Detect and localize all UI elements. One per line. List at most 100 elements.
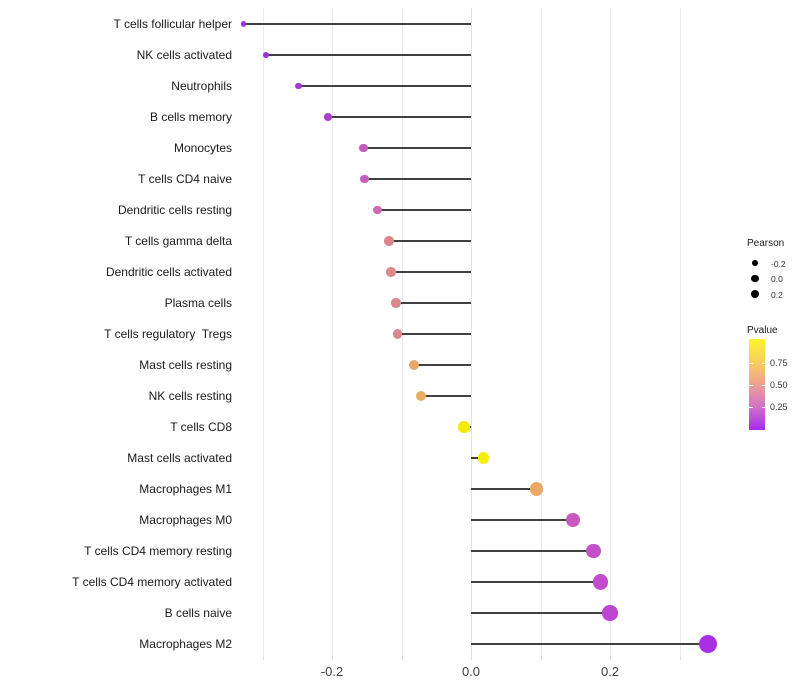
y-axis-label: NK cells activated <box>136 48 232 62</box>
data-point <box>602 605 618 621</box>
y-axis-label: B cells naive <box>164 606 232 620</box>
axis-tick <box>332 656 333 660</box>
data-point <box>386 267 396 277</box>
y-axis-label: Mast cells activated <box>127 451 232 465</box>
gridline <box>679 8 681 656</box>
size-legend-dot <box>752 260 758 266</box>
lollipop-stem <box>363 147 471 149</box>
lollipop-stem <box>377 209 471 211</box>
axis-tick <box>471 656 472 660</box>
size-legend-label: 0.2 <box>771 289 783 300</box>
x-axis-tick-label: -0.2 <box>320 664 344 679</box>
lollipop-stem <box>364 178 471 180</box>
data-point <box>241 21 247 27</box>
y-axis-label: T cells CD8 <box>170 420 232 434</box>
y-axis-label: Dendritic cells resting <box>117 203 232 217</box>
y-axis-label: T cells regulatory Tregs <box>104 327 232 341</box>
lollipop-stem <box>420 395 471 397</box>
lollipop-stem <box>471 581 601 583</box>
gridline <box>332 8 333 656</box>
lollipop-stem <box>414 364 471 366</box>
pvalue-colorbar <box>749 339 765 430</box>
colorbar-tick <box>749 362 753 364</box>
lollipop-stem <box>388 240 471 242</box>
y-axis-label: T cells CD4 memory resting <box>84 544 232 558</box>
y-axis-label: T cells CD4 memory activated <box>72 575 232 589</box>
gridline <box>540 8 542 656</box>
axis-tick <box>262 656 264 660</box>
x-axis-tick-label: 0.0 <box>461 664 481 679</box>
colorbar-tick-label: 0.75 <box>770 357 788 368</box>
y-axis-label: T cells follicular helper <box>113 17 233 31</box>
colorbar-tick-label: 0.50 <box>770 380 788 390</box>
lollipop-stem <box>471 550 594 552</box>
data-point <box>384 236 394 246</box>
colorbar-tick <box>761 362 765 364</box>
lollipop-stem <box>471 488 537 490</box>
axis-tick <box>540 656 542 660</box>
axis-tick <box>401 656 403 660</box>
colorbar-tick <box>749 385 753 386</box>
data-point <box>409 360 419 370</box>
lollipop-stem <box>471 519 574 521</box>
size-legend-title: Pearson <box>747 238 785 249</box>
data-point <box>360 174 369 184</box>
gridline <box>262 8 264 656</box>
axis-tick <box>610 656 611 660</box>
zero-gridline <box>471 8 472 656</box>
y-axis-label: Macrophages M2 <box>139 637 232 651</box>
colorbar-tick-label: 0.25 <box>770 402 788 413</box>
data-point <box>263 52 269 58</box>
y-axis-label: Monocytes <box>173 141 232 155</box>
data-point <box>593 574 609 590</box>
lollipop-stem <box>471 643 708 645</box>
colorbar-tick <box>749 407 753 409</box>
data-point <box>529 482 543 496</box>
y-axis-label: T cells CD4 naive <box>138 172 232 186</box>
gridline <box>401 8 403 656</box>
y-axis-label: B cells memory <box>149 110 232 124</box>
data-point <box>324 113 332 121</box>
data-point <box>358 143 368 153</box>
y-axis-label: Macrophages M0 <box>139 513 232 527</box>
colorbar-tick <box>761 385 765 386</box>
data-point <box>566 512 581 528</box>
data-point <box>391 298 401 308</box>
y-axis-label: Mast cells resting <box>139 358 232 372</box>
y-axis-label: T cells gamma delta <box>124 234 232 248</box>
size-legend-dot <box>751 274 759 283</box>
lollipop-stem <box>298 85 471 87</box>
lollipop-stem <box>395 302 471 304</box>
y-axis-label: Dendritic cells activated <box>105 265 232 279</box>
lollipop-stem <box>391 271 471 273</box>
data-point <box>477 452 490 464</box>
data-point <box>458 421 470 433</box>
lollipop-stem <box>327 116 471 118</box>
size-legend-label: -0.2 <box>771 258 786 269</box>
size-legend-label: 0.0 <box>771 274 783 284</box>
colorbar-tick <box>761 407 765 409</box>
x-axis-tick-label: 0.2 <box>600 664 620 679</box>
data-point <box>392 329 403 339</box>
lollipop-stem <box>471 457 484 459</box>
color-legend-title: Pvalue <box>747 325 778 336</box>
lollipop-stem <box>471 612 610 614</box>
data-point <box>415 390 427 402</box>
lollipop-stem <box>397 333 471 335</box>
size-legend-dot <box>750 289 760 299</box>
data-point <box>585 543 601 559</box>
data-point <box>372 205 382 215</box>
axis-tick <box>679 656 681 660</box>
lollipop-stem <box>243 23 471 25</box>
data-point <box>699 635 717 653</box>
lollipop-stem <box>265 54 471 56</box>
data-point <box>295 82 303 90</box>
y-axis-label: Plasma cells <box>164 296 232 310</box>
y-axis-label: NK cells resting <box>148 389 232 403</box>
gridline <box>610 8 611 656</box>
